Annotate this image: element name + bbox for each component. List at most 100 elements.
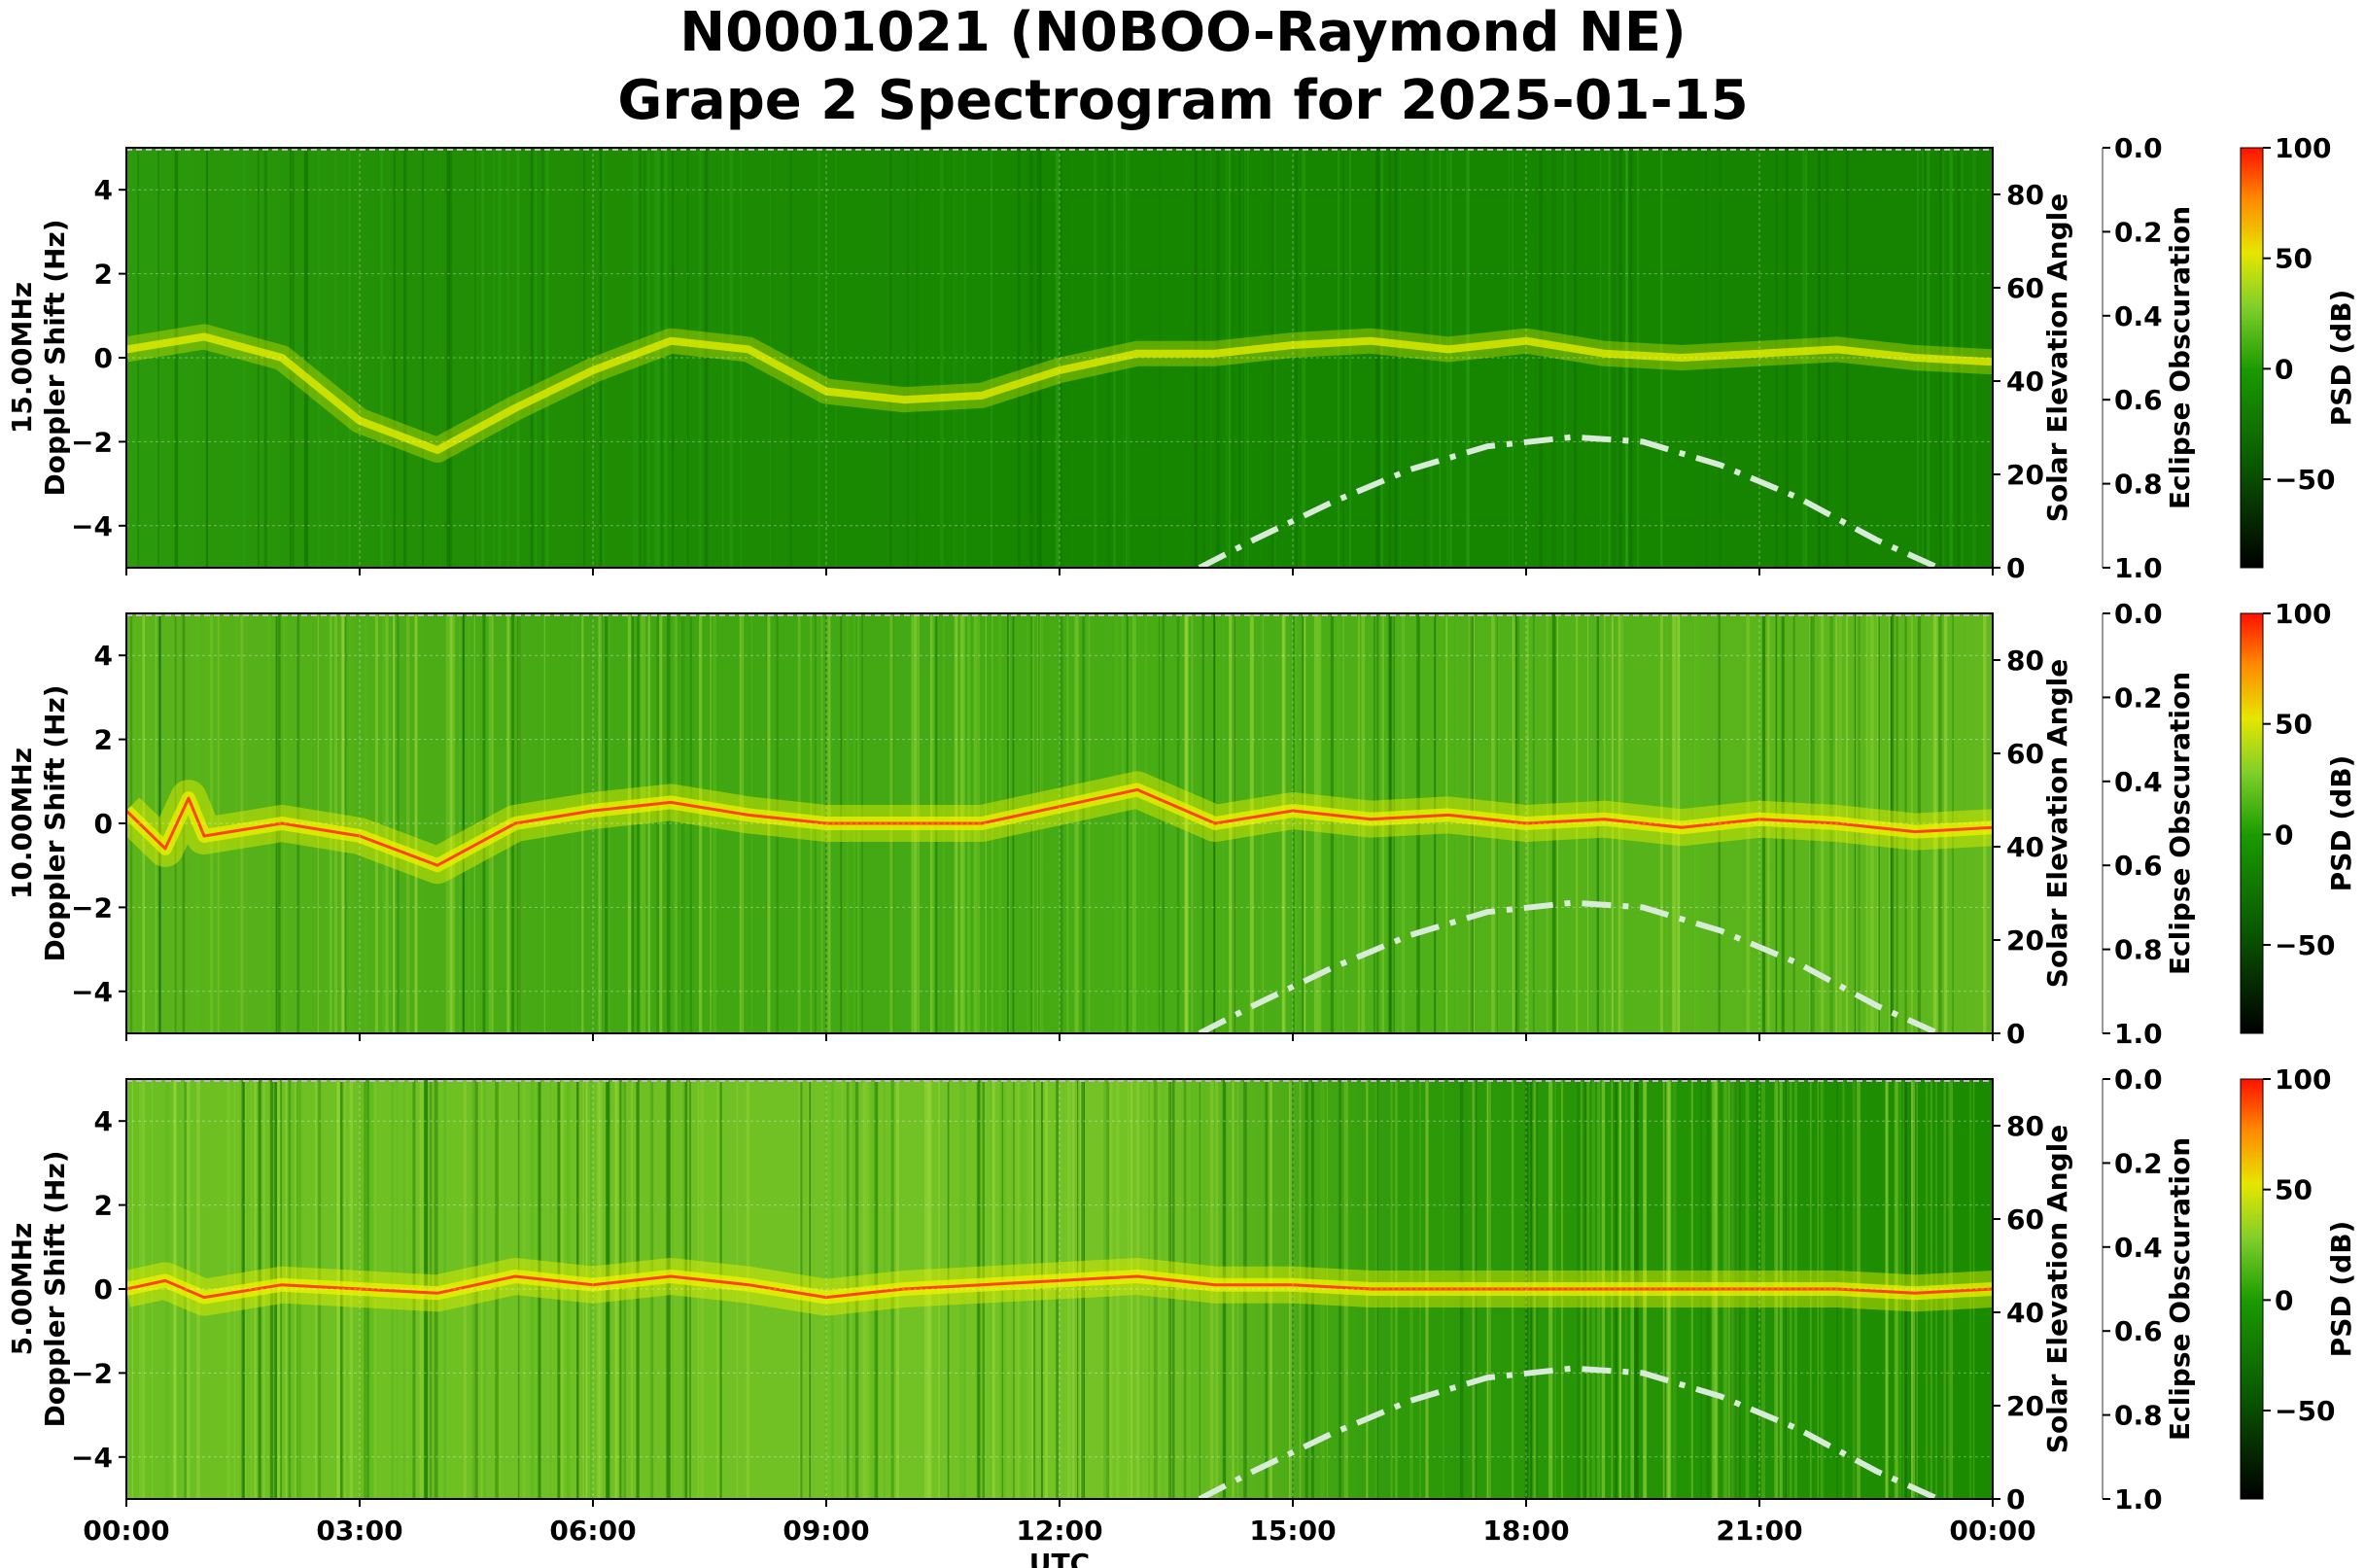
spectrogram-streak [1574,148,1577,568]
spectrogram-streak [687,148,689,568]
spectrogram-streak [637,613,640,1033]
spectrogram-streak [421,148,424,568]
spectrogram-streak [1399,148,1402,568]
y-tick-label: −2 [71,891,113,923]
spectrogram-streak [1336,613,1340,1033]
colorbar-label: PSD (dB) [2325,755,2357,892]
spectrogram-streak [1238,148,1241,568]
solar-tick-label: 80 [2006,645,2044,677]
spectrogram-streak [1273,148,1276,568]
spectrogram-streak [1330,613,1334,1033]
spectrogram-streak [598,613,603,1033]
y-tick-label: 0 [94,342,113,374]
spectrogram-streak [1551,148,1554,568]
spectrogram-streak [1130,1079,1132,1499]
spectrogram-streak [1342,148,1344,568]
spectrogram-streak [1176,613,1180,1033]
eclipse-tick-label: 0.4 [2114,300,2163,332]
spectrogram-streak [1037,148,1041,568]
spectrogram-streak [672,1079,674,1499]
spectrogram-streak [1467,148,1470,568]
spectrogram-streak [681,1079,686,1499]
spectrogram-streak [1393,148,1397,568]
spectrogram-streak [1295,148,1298,568]
spectrogram-streak [631,1079,633,1499]
spectrogram-streak [1093,148,1097,568]
y-tick-label: −4 [71,976,113,1008]
spectrogram-streak [350,613,354,1033]
panel-5.00MHz: 420−2−45.00MHz Doppler Shift (Hz)02040608… [6,1063,2357,1568]
spectrogram-streak [1775,148,1778,568]
spectrogram-streak [446,148,451,568]
spectrogram-streak [1030,1079,1034,1499]
spectrogram-streak [402,148,407,568]
spectrogram-streak [1088,613,1091,1033]
spectrogram-streak [719,1079,722,1499]
y-tick-label: 4 [94,640,113,672]
spectrogram-streak [627,613,632,1033]
spectrogram-streak [397,613,400,1033]
y-tick-label: 0 [94,1273,113,1306]
spectrogram-streak [940,148,944,568]
spectrogram-streak [453,613,456,1033]
spectrogram-streak [498,148,502,568]
y-tick-label: −2 [71,1357,113,1389]
spectrogram-streak [374,613,378,1033]
spectrogram-streak [348,613,352,1033]
spectrogram-streak [1920,613,1923,1033]
spectrogram-streak [1153,1079,1158,1499]
spectrogram-streak [1939,613,1943,1033]
spectrogram-streak [1539,148,1543,568]
spectrogram-streak [1210,148,1212,568]
spectrogram-streak [448,613,450,1033]
spectrogram-streak [523,1079,525,1499]
spectrogram-streak [830,1079,834,1499]
spectrogram-streak [449,613,453,1033]
spectrogram-streak [1032,613,1034,1033]
spectrogram-streak [1465,148,1470,568]
spectrogram-streak [341,613,346,1033]
spectrogram-streak [304,148,308,568]
spectrogram-streak [292,148,295,568]
spectrogram-streak [1039,148,1042,568]
spectrogram-streak [233,613,238,1033]
spectrogram-streak [742,613,745,1033]
spectrogram-streak [1247,148,1249,568]
solar-tick-label: 60 [2006,272,2044,304]
spectrogram-streak [1917,613,1922,1033]
spectrogram-streak [1107,1079,1110,1499]
spectrogram-streak [1430,148,1434,568]
spectrogram-streak [631,613,635,1033]
spectrogram-streak [174,148,179,568]
spectrogram-streak [1083,1079,1086,1499]
x-tick-label: 00:00 [83,1515,169,1547]
spectrogram-streak [378,613,381,1033]
y-axis-label-doppler: Doppler Shift (Hz) [39,1150,71,1427]
spectrogram-streak [1434,613,1437,1033]
spectrogram-streak [1932,613,1936,1033]
eclipse-tick-label: 0.8 [2114,1400,2163,1432]
colorbar-tick-label: 0 [2275,353,2293,385]
spectrogram-streak [1553,148,1556,568]
spectrogram-streak [1912,613,1916,1033]
spectrogram-streak [1161,1079,1165,1499]
spectrogram-streak [451,613,455,1033]
colorbar-tick-label: 100 [2275,1063,2331,1096]
spectrogram-streak [258,148,260,568]
spectrogram-streak [557,1079,561,1499]
spectrogram-streak [328,613,330,1033]
spectrogram-streak [1228,148,1231,568]
spectrogram-streak [243,148,246,568]
spectrogram-streak [166,613,168,1033]
spectrogram-streak [643,148,646,568]
spectrogram-streak [506,148,509,568]
spectrogram-streak [333,613,335,1033]
y-tick-label: 0 [94,808,113,840]
spectrogram-streak [1030,613,1032,1033]
spectrogram-streak [658,613,663,1033]
doppler-glow-core [126,332,1993,454]
spectrogram-streak [704,148,709,568]
eclipse-tick-label: 0.6 [2114,1315,2163,1347]
spectrogram-streak [660,148,663,568]
